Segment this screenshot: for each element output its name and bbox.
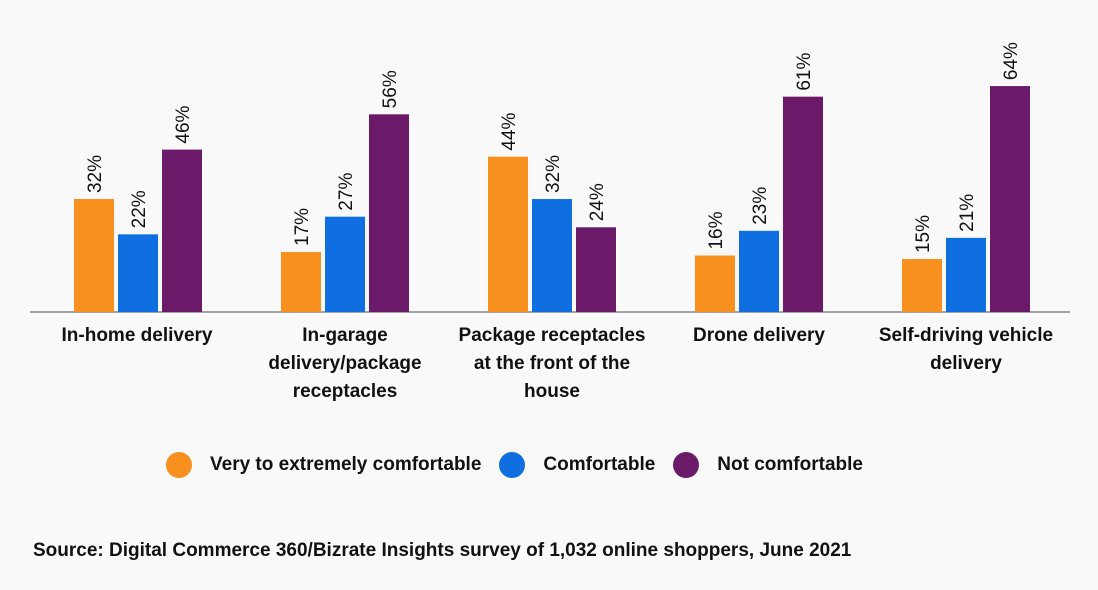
data-label: 61% — [794, 53, 815, 91]
data-label: 56% — [380, 70, 401, 108]
legend-label: Very to extremely comfortable — [210, 454, 482, 475]
legend-swatch — [166, 452, 192, 478]
bar — [162, 149, 202, 312]
legend-label: Comfortable — [543, 454, 656, 475]
source-note: Source: Digital Commerce 360/Bizrate Ins… — [33, 540, 852, 561]
bar — [990, 86, 1030, 312]
category-label: Self-driving vehicle delivery — [878, 325, 1054, 374]
bar — [739, 230, 779, 312]
legend-item: Very to extremely comfortable — [166, 452, 481, 478]
bar — [118, 234, 158, 312]
category-label: In-home delivery — [61, 325, 213, 346]
legend: Very to extremely comfortable Comfortabl… — [166, 452, 881, 478]
data-label: 15% — [913, 215, 934, 253]
legend-label: Not comfortable — [717, 454, 863, 475]
data-label: 32% — [543, 155, 564, 193]
bar — [74, 199, 114, 312]
data-label: 27% — [336, 173, 357, 211]
bar — [281, 251, 321, 312]
bar — [532, 199, 572, 312]
bar — [488, 156, 528, 312]
data-label: 44% — [499, 113, 520, 151]
category-label: In-garage delivery/package receptacles — [268, 325, 422, 402]
data-label: 21% — [957, 194, 978, 232]
legend-item: Not comfortable — [673, 452, 863, 478]
data-label: 24% — [587, 183, 608, 221]
category-label: Package receptacles at the front of the … — [458, 325, 646, 402]
bar — [946, 237, 986, 312]
data-label: 16% — [706, 211, 727, 249]
category-label: Drone delivery — [693, 325, 825, 346]
data-label: 32% — [85, 155, 106, 193]
bar — [325, 216, 365, 312]
data-label: 23% — [750, 187, 771, 225]
bar — [902, 259, 942, 312]
data-label: 22% — [129, 190, 150, 228]
legend-swatch — [673, 452, 700, 478]
data-label: 46% — [173, 105, 194, 143]
bar — [695, 255, 735, 312]
bar — [369, 114, 409, 312]
data-label: 17% — [292, 208, 313, 246]
bar — [783, 96, 823, 312]
legend-item: Comfortable — [499, 452, 655, 478]
legend-swatch — [499, 452, 526, 478]
bar — [576, 227, 616, 312]
data-label: 64% — [1001, 42, 1022, 80]
